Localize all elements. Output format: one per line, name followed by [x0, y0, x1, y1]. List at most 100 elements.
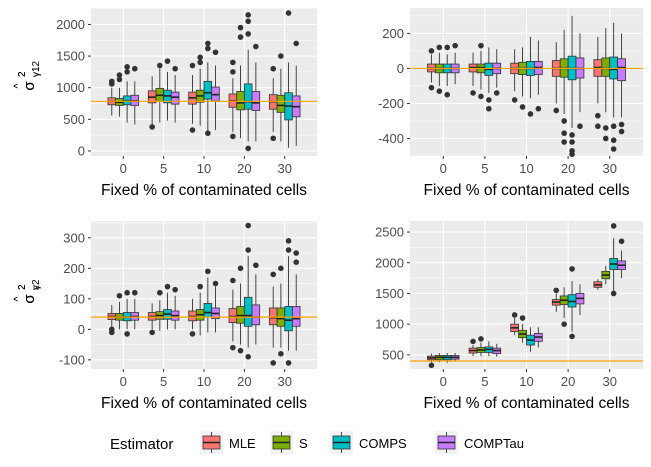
y-axis-label-superscript: 2 [17, 284, 28, 290]
box-MLE-0 [427, 353, 436, 369]
outlier-point [245, 222, 251, 229]
outlier-point [270, 360, 277, 366]
y-axis-label-symbol: σ [21, 294, 38, 304]
y-tick-label: 1000 [56, 80, 85, 95]
outlier-point [553, 107, 560, 114]
y-tick-label: 2500 [375, 225, 404, 240]
outlier-point [116, 72, 123, 78]
outlier-point [478, 336, 484, 342]
outlier-point [486, 105, 492, 112]
outlier-point [253, 262, 259, 269]
box-S-20 [236, 24, 245, 139]
outlier-point [486, 97, 492, 103]
x-axis-label: Fixed % of contaminated cells [101, 395, 307, 412]
outlier-point [470, 90, 476, 96]
outlier-point [270, 65, 277, 72]
outlier-point [452, 42, 458, 49]
outlier-point [124, 331, 130, 337]
box-body [243, 296, 253, 327]
outlier-point [237, 24, 244, 31]
outlier-point [245, 145, 251, 152]
box-body [276, 94, 286, 113]
y-axis-label-subscript: γ12 [31, 60, 42, 77]
box-MLE-5 [147, 303, 157, 336]
outlier-point [602, 125, 609, 131]
legend-item-MLE: MLE [200, 431, 256, 454]
box-body [228, 308, 238, 324]
outlier-point [189, 127, 196, 133]
outlier-point [237, 34, 244, 40]
box-S-30 [601, 265, 611, 285]
outlier-point [237, 347, 244, 354]
box-COMPTau-10 [211, 280, 220, 333]
box-COMPS-30 [609, 223, 619, 297]
x-tick-label: 5 [481, 374, 488, 389]
outlier-point [519, 104, 526, 110]
box-body [170, 91, 180, 105]
outlier-point [108, 78, 115, 85]
y-tick-label: 2000 [56, 17, 85, 32]
outlier-point [205, 40, 211, 47]
outlier-point [285, 10, 292, 16]
box-body [284, 306, 293, 332]
box-MLE-10 [510, 312, 519, 336]
y-axis-label-superscript: 2 [17, 71, 28, 77]
outlier-point [618, 238, 625, 245]
legend-item-label: MLE [229, 436, 256, 451]
outlier-point [245, 247, 251, 253]
y-axis-label: ^σ 2 ε [13, 284, 42, 304]
y-axis-label-symbol: σ [21, 81, 38, 91]
x-tick-label: 20 [237, 374, 251, 389]
outlier-point [131, 289, 138, 296]
outlier-point [618, 121, 625, 128]
outlier-point [157, 62, 163, 69]
outlier-point [230, 344, 236, 351]
outlier-point [569, 333, 575, 340]
box-COMPTau-30 [291, 250, 301, 351]
outlier-point [108, 329, 115, 336]
outlier-point [511, 312, 518, 318]
box-MLE-10 [188, 298, 197, 337]
box-S-10 [518, 315, 527, 343]
outlier-point [553, 287, 560, 294]
y-axis-label-symbol: σ [21, 81, 38, 91]
y-tick-label: 1500 [375, 286, 404, 301]
box-COMPTau-20 [251, 262, 261, 345]
box-MLE-20 [228, 59, 238, 140]
x-tick-label: 0 [440, 161, 447, 176]
outlier-point [561, 321, 567, 327]
x-tick-label: 10 [519, 374, 533, 389]
y-axis-label-subscript: ε [31, 285, 42, 290]
box-COMPTau-10 [211, 49, 220, 131]
box-body [203, 80, 213, 100]
outlier-point [595, 123, 601, 130]
outlier-point [478, 42, 484, 49]
x-tick-label: 30 [602, 161, 616, 176]
outlier-point [149, 329, 155, 336]
outlier-point [164, 283, 171, 290]
outlier-point [428, 84, 435, 91]
outlier-point [561, 130, 567, 137]
x-tick-label: 5 [160, 161, 167, 176]
outlier-point [131, 65, 138, 72]
outlier-point [444, 44, 451, 51]
outlier-point [124, 289, 130, 296]
outlier-point [436, 88, 443, 94]
outlier-point [245, 353, 251, 360]
outlier-point [197, 59, 203, 66]
outlier-point [561, 118, 567, 124]
outlier-point [270, 135, 277, 142]
outlier-point [493, 90, 500, 96]
outlier-point [212, 280, 219, 287]
outlier-point [569, 132, 575, 138]
outlier-point [230, 69, 236, 75]
box-COMPTau-20 [575, 284, 585, 315]
outlier-point [285, 238, 292, 244]
outlier-point [278, 350, 284, 357]
chart-panel-0: 0 500 1000 1500 2000 0 5 10 20 30 Fixed % of conta… [13, 8, 317, 199]
chart-panel-2: -100 0 100 200 300 0 5 10 20 30 Fixed % of contami… [13, 221, 317, 412]
x-tick-label: 30 [277, 374, 291, 389]
y-tick-label: 0 [78, 143, 85, 158]
